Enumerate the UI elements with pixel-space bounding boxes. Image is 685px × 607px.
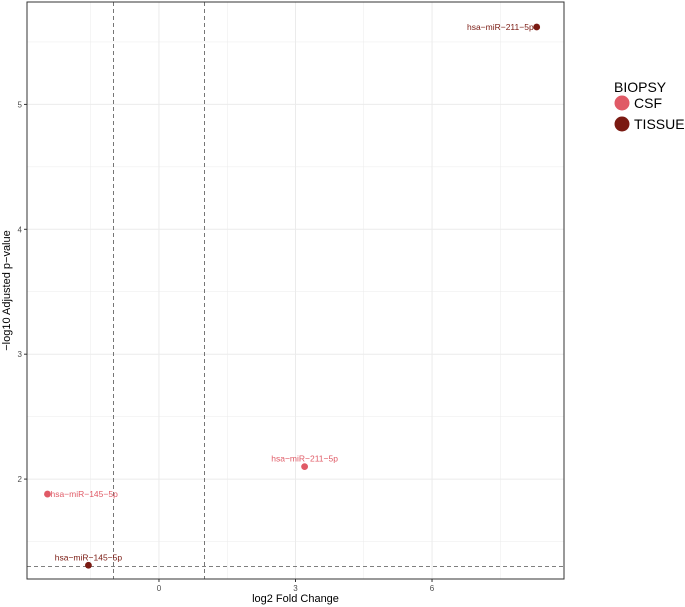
point-label-tissue: hsa−miR−211−5p: [467, 22, 534, 32]
x-tick-label: 0: [157, 584, 162, 593]
data-point-tissue: [533, 23, 541, 31]
point-label-csf: hsa−miR−145−5p: [50, 489, 118, 499]
x-tick-label: 3: [293, 584, 298, 593]
y-tick-label: 5: [18, 100, 23, 109]
point-label-csf: hsa−miR−211−5p: [271, 454, 338, 464]
point-labels: hsa−miR−145−5p hsa−miR−211−5p hsa−miR−145−…: [50, 22, 533, 562]
data-point-csf: [301, 463, 309, 470]
y-axis-title: −log10 Adjusted p−value: [1, 230, 13, 351]
x-axis-title: log2 Fold Change: [252, 593, 339, 605]
grid-lines: [27, 2, 564, 579]
legend-key-csf: [614, 95, 630, 111]
x-axis-ticks: 0 3 6: [157, 579, 435, 593]
y-axis-ticks: 2 3 4 5: [18, 100, 27, 484]
y-tick-label: 4: [18, 225, 23, 234]
data-point-tissue: [85, 561, 92, 569]
x-tick-label: 6: [430, 584, 435, 593]
legend-title: BIOPSY: [614, 79, 667, 95]
legend: BIOPSY CSF TISSUE: [614, 79, 685, 132]
y-tick-label: 2: [18, 475, 23, 484]
data-point-csf: [44, 490, 51, 498]
point-label-tissue: hsa−miR−145−5p: [55, 552, 123, 562]
legend-label-tissue: TISSUE: [634, 116, 685, 132]
threshold-lines: [27, 2, 564, 579]
y-tick-label: 3: [18, 350, 23, 359]
data-points: [44, 23, 541, 569]
legend-key-tissue: [614, 116, 630, 132]
legend-label-csf: CSF: [634, 95, 662, 111]
